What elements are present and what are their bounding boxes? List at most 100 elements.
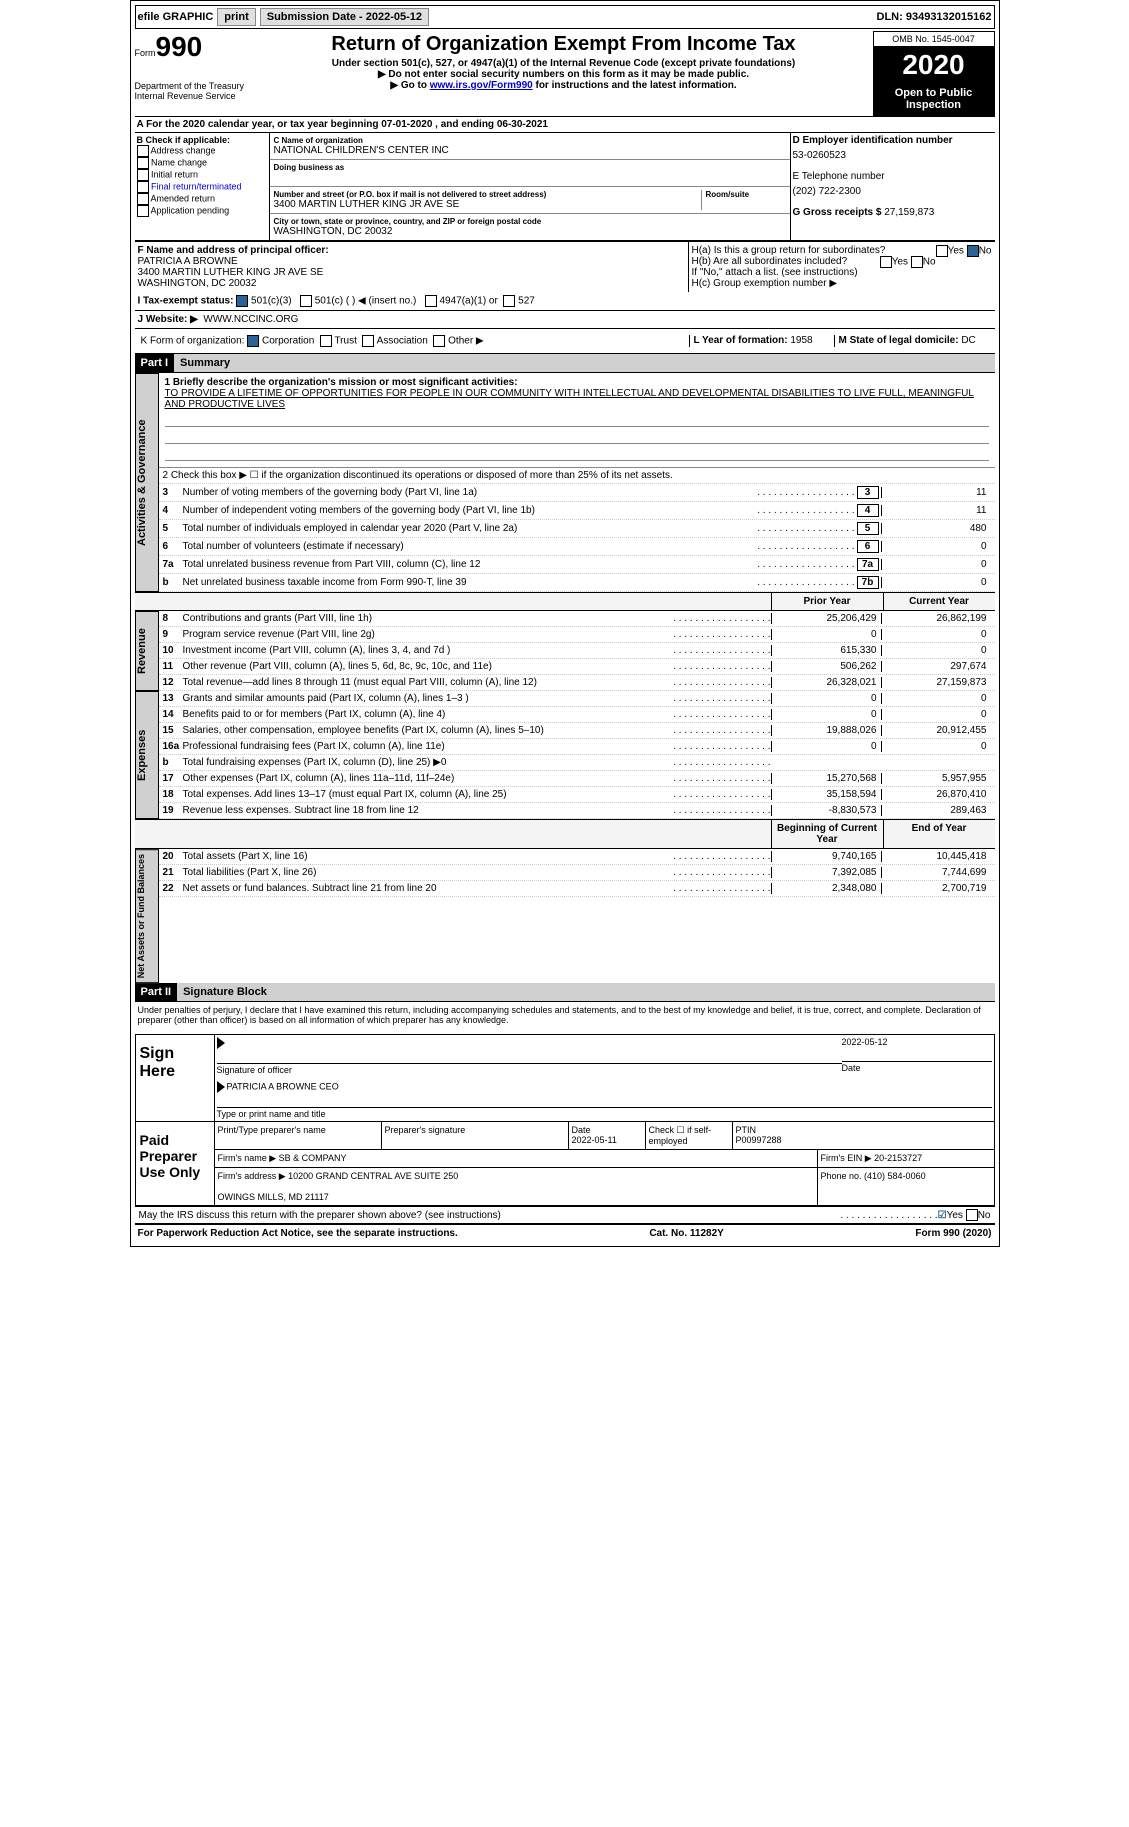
phone-label: E Telephone number — [793, 171, 993, 182]
expenses-side-label: Expenses — [135, 691, 159, 819]
501c3-check[interactable] — [236, 295, 248, 307]
opt-address-change[interactable]: Address change — [137, 145, 267, 157]
firm-phone: Phone no. (410) 584-0060 — [818, 1168, 994, 1205]
officer-h-row: F Name and address of principal officer:… — [135, 241, 995, 292]
revenue-cols-header: Prior Year Current Year — [135, 592, 995, 611]
dept-label: Department of the Treasury Internal Reve… — [135, 81, 255, 101]
street-address: 3400 MARTIN LUTHER KING JR AVE SE — [274, 199, 701, 210]
paperwork-notice: For Paperwork Reduction Act Notice, see … — [138, 1228, 458, 1239]
ein-value: 53-0260523 — [793, 150, 993, 161]
officer-name: PATRICIA A BROWNE — [138, 256, 685, 267]
part-2-title: Signature Block — [177, 983, 994, 1001]
governance-side-label: Activities & Governance — [135, 373, 159, 592]
line-11: 11Other revenue (Part VIII, column (A), … — [159, 659, 995, 675]
preparer-row-2: Firm's name ▶ SB & COMPANY Firm's EIN ▶ … — [215, 1150, 994, 1168]
prior-year-header: Prior Year — [771, 593, 883, 610]
officer-signature-line[interactable]: Signature of officer — [217, 1063, 842, 1075]
phone-value: (202) 722-2300 — [793, 186, 993, 197]
ha-row: H(a) Is this a group return for subordin… — [692, 245, 992, 256]
state-domicile: M State of legal domicile: DC — [834, 335, 989, 347]
dba-cell: Doing business as — [270, 160, 790, 187]
preparer-date: Date 2022-05-11 — [569, 1122, 646, 1149]
firm-name: Firm's name ▶ SB & COMPANY — [215, 1150, 818, 1167]
revenue-section: Revenue 8Contributions and grants (Part … — [135, 611, 995, 691]
ein-label: D Employer identification number — [793, 135, 993, 146]
other-check[interactable] — [433, 335, 445, 347]
assoc-check[interactable] — [362, 335, 374, 347]
subtitle-1: Under section 501(c), 527, or 4947(a)(1)… — [255, 58, 873, 69]
box-h: H(a) Is this a group return for subordin… — [689, 242, 995, 292]
org-name-cell: C Name of organization NATIONAL CHILDREN… — [270, 133, 790, 160]
penalty-statement: Under penalties of perjury, I declare th… — [135, 1002, 995, 1028]
part-1-label: Part I — [135, 354, 175, 372]
preparer-name-header: Print/Type preparer's name — [215, 1122, 382, 1149]
box-b: B Check if applicable: Address change Na… — [135, 133, 270, 240]
trust-check[interactable] — [320, 335, 332, 347]
line-2: 2 Check this box ▶ ☐ if the organization… — [159, 468, 995, 484]
opt-name-change[interactable]: Name change — [137, 157, 267, 169]
line-14: 14Benefits paid to or for members (Part … — [159, 707, 995, 723]
opt-application-pending[interactable]: Application pending — [137, 205, 267, 217]
discuss-yes-check[interactable]: ☑ — [938, 1210, 947, 1221]
line-21: 21Total liabilities (Part X, line 26)7,3… — [159, 865, 995, 881]
form-num: 990 — [156, 31, 203, 62]
box-b-label: B Check if applicable: — [137, 135, 267, 145]
city-cell: City or town, state or province, country… — [270, 214, 790, 240]
year-block: OMB No. 1545-0047 2020 Open to Public In… — [873, 31, 995, 116]
form-title: Return of Organization Exempt From Incom… — [255, 33, 873, 56]
preparer-sig-header: Preparer's signature — [382, 1122, 569, 1149]
opt-amended-return[interactable]: Amended return — [137, 193, 267, 205]
firm-ein: Firm's EIN ▶ 20-2153727 — [818, 1150, 994, 1167]
website-url: WWW.NCCINC.ORG — [203, 314, 298, 325]
year-formation: L Year of formation: 1958 — [689, 335, 834, 347]
self-employed-check[interactable]: Check ☐ if self-employed — [646, 1122, 733, 1149]
line-13: 13Grants and similar amounts paid (Part … — [159, 691, 995, 707]
line-9: 9Program service revenue (Part VIII, lin… — [159, 627, 995, 643]
end-year-header: End of Year — [883, 820, 995, 848]
discuss-row: May the IRS discuss this return with the… — [135, 1207, 995, 1224]
line-18: 18Total expenses. Add lines 13–17 (must … — [159, 787, 995, 803]
box-f: F Name and address of principal officer:… — [135, 242, 689, 292]
row-j: J Website: ▶ WWW.NCCINC.ORG — [135, 311, 995, 329]
expenses-section: Expenses 13Grants and similar amounts pa… — [135, 691, 995, 819]
line-16a: 16aProfessional fundraising fees (Part I… — [159, 739, 995, 755]
opt-final-return[interactable]: Final return/terminated — [137, 181, 267, 193]
subtitle-2: ▶ Do not enter social security numbers o… — [255, 69, 873, 80]
part-2-header: Part II Signature Block — [135, 983, 995, 1002]
opt-initial-return[interactable]: Initial return — [137, 169, 267, 181]
preparer-row-1: Print/Type preparer's name Preparer's si… — [215, 1122, 994, 1150]
501c-check[interactable] — [300, 295, 312, 307]
line-5: 5Total number of individuals employed in… — [159, 520, 995, 538]
gross-receipts: G Gross receipts $ 27,159,873 — [793, 207, 993, 218]
irs-link[interactable]: www.irs.gov/Form990 — [430, 80, 533, 91]
line-22: 22Net assets or fund balances. Subtract … — [159, 881, 995, 897]
address-cell: Number and street (or P.O. box if mail i… — [270, 187, 790, 214]
527-check[interactable] — [503, 295, 515, 307]
officer-addr2: WASHINGTON, DC 20032 — [138, 278, 685, 289]
part-1-header: Part I Summary — [135, 354, 995, 373]
firm-address: Firm's address ▶ 10200 GRAND CENTRAL AVE… — [215, 1168, 818, 1205]
tax-year: 2020 — [874, 47, 994, 83]
sign-here-label: Sign Here — [136, 1035, 215, 1121]
paid-preparer-label: Paid Preparer Use Only — [136, 1122, 215, 1205]
ptin-cell: PTIN P00997288 — [733, 1122, 994, 1149]
line-10: 10Investment income (Part VIII, column (… — [159, 643, 995, 659]
form-number-block: Form990 Department of the Treasury Inter… — [135, 31, 255, 116]
sig-date-value: 2022-05-12 — [842, 1037, 992, 1047]
part-2-label: Part II — [135, 983, 178, 1001]
officer-name-title: PATRICIA A BROWNE CEO — [227, 1082, 339, 1092]
discuss-no-check[interactable] — [966, 1209, 978, 1221]
print-button[interactable]: print — [217, 8, 255, 26]
dln-label: DLN: 93493132015162 — [877, 11, 992, 23]
line-7a: 7aTotal unrelated business revenue from … — [159, 556, 995, 574]
line-6: 6Total number of volunteers (estimate if… — [159, 538, 995, 556]
cat-no: Cat. No. 11282Y — [649, 1228, 723, 1239]
info-grid: B Check if applicable: Address change Na… — [135, 133, 995, 241]
net-assets-side-label: Net Assets or Fund Balances — [135, 849, 159, 983]
net-assets-section: Net Assets or Fund Balances 20Total asse… — [135, 849, 995, 983]
signature-block: Sign Here Signature of officer 2022-05-1… — [135, 1034, 995, 1207]
corp-check[interactable] — [247, 335, 259, 347]
period-row: A For the 2020 calendar year, or tax yea… — [135, 116, 995, 133]
4947-check[interactable] — [425, 295, 437, 307]
governance-section: Activities & Governance 1 Briefly descri… — [135, 373, 995, 592]
